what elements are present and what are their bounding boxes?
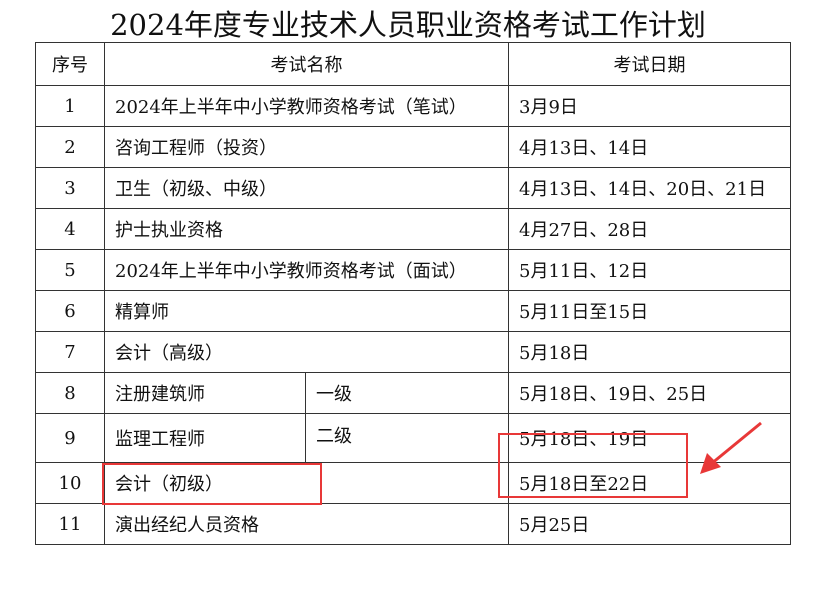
- row-sublevel: 二级: [305, 413, 509, 463]
- row-name: 咨询工程师（投资）: [104, 126, 509, 168]
- row-no: 7: [35, 331, 105, 373]
- table-header: 序号 考试名称 考试日期: [35, 42, 791, 86]
- row-no: 6: [35, 290, 105, 332]
- row-name: 演出经纪人员资格: [104, 503, 509, 545]
- red-arrow-icon: [700, 421, 762, 474]
- table-row: 9 监理工程师: [35, 413, 791, 463]
- header-date: 考试日期: [508, 42, 791, 86]
- table-row: 5 2024年上半年中小学教师资格考试（面试） 5月11日、12日: [35, 249, 791, 291]
- table-row: 8 注册建筑师 一级 5月18日、19日、25日: [35, 372, 791, 414]
- row-name: 卫生（初级、中级）: [104, 167, 509, 209]
- row-date: 4月27日、28日: [508, 208, 791, 250]
- row-name: 会计（高级）: [104, 331, 509, 373]
- row-date: 5月25日: [508, 503, 791, 545]
- row-no: 8: [35, 372, 105, 414]
- row-date: 3月9日: [508, 85, 791, 127]
- row-name: 注册建筑师: [104, 372, 306, 414]
- row-no: 5: [35, 249, 105, 291]
- highlight-box-name: [102, 463, 322, 505]
- table-row: 6 精算师 5月11日至15日: [35, 290, 791, 332]
- header-name: 考试名称: [104, 42, 509, 86]
- row-no: 11: [35, 503, 105, 545]
- exam-schedule-table: 序号 考试名称 考试日期 1 2024年上半年中小学教师资格考试（笔试） 3月9日 …: [35, 42, 791, 545]
- row-no: 4: [35, 208, 105, 250]
- table-row: 11 演出经纪人员资格 5月25日: [35, 503, 791, 545]
- row-no: 10: [35, 462, 105, 504]
- row-date: 5月18日、19日、25日: [508, 372, 791, 414]
- row-date: 5月11日、12日: [508, 249, 791, 291]
- row-no: 2: [35, 126, 105, 168]
- table-row: 4 护士执业资格 4月27日、28日: [35, 208, 791, 250]
- table-row: 1 2024年上半年中小学教师资格考试（笔试） 3月9日: [35, 85, 791, 127]
- row-date: 4月13日、14日、20日、21日: [508, 167, 791, 209]
- document-title: 2024年度专业技术人员职业资格考试工作计划: [110, 8, 706, 42]
- row-sublevel: 一级: [305, 372, 509, 414]
- row-no: 1: [35, 85, 105, 127]
- row-date: 5月18日: [508, 331, 791, 373]
- highlight-box-date: [498, 433, 688, 498]
- row-no: 3: [35, 167, 105, 209]
- row-name: 监理工程师: [104, 413, 306, 463]
- table-row: 2 咨询工程师（投资） 4月13日、14日: [35, 126, 791, 168]
- table-row: 7 会计（高级） 5月18日: [35, 331, 791, 373]
- header-no: 序号: [35, 42, 105, 86]
- row-no: 9: [35, 413, 105, 463]
- row-date: 5月11日至15日: [508, 290, 791, 332]
- table-row: 3 卫生（初级、中级） 4月13日、14日、20日、21日: [35, 167, 791, 209]
- row-date: 4月13日、14日: [508, 126, 791, 168]
- row-name: 2024年上半年中小学教师资格考试（笔试）: [104, 85, 509, 127]
- row-name: 2024年上半年中小学教师资格考试（面试）: [104, 249, 509, 291]
- row-name: 精算师: [104, 290, 509, 332]
- row-name: 护士执业资格: [104, 208, 509, 250]
